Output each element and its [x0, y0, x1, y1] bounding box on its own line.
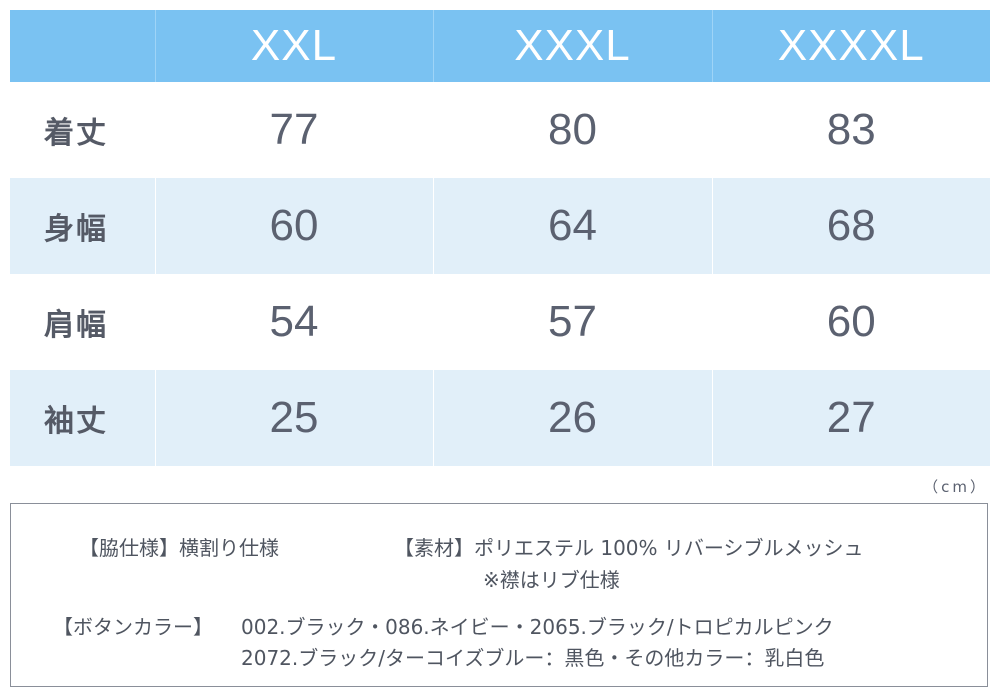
- table-row-shoulder: 肩幅 54 57 60: [10, 274, 990, 370]
- header-corner-cell: [10, 10, 155, 82]
- button-color-line-1: 002.ブラック・086.ネイビー・2065.ブラック/トロピカルピンク: [241, 615, 834, 639]
- table-cell: 26: [432, 370, 712, 466]
- side-spec: 【脇仕様】横割り仕様: [79, 536, 279, 560]
- table-cell: 57: [432, 274, 712, 370]
- table-cell: 77: [154, 82, 433, 178]
- table-cell: 54: [154, 274, 433, 370]
- spec-box: 【脇仕様】横割り仕様 【素材】ポリエステル 100% リバーシブルメッシュ ※襟…: [10, 503, 988, 687]
- table-cell: 60: [711, 274, 990, 370]
- table-cell: 27: [711, 370, 990, 466]
- size-header-xxxl: XXXL: [432, 10, 712, 82]
- table-cell: 68: [711, 178, 990, 274]
- row-label: 身幅: [10, 178, 155, 274]
- unit-label: （cm）: [923, 478, 988, 496]
- button-color-line-2: 2072.ブラック/ターコイズブルー：黒色・その他カラー：乳白色: [241, 646, 825, 670]
- table-cell: 80: [432, 82, 712, 178]
- row-label: 着丈: [44, 116, 108, 151]
- table-cell: 83: [711, 82, 990, 178]
- table-cell: 25: [154, 370, 433, 466]
- button-color-label: 【ボタンカラー】: [53, 615, 213, 639]
- table-cell: 64: [432, 178, 712, 274]
- table-row-sleeve: 袖丈 25 26 27: [10, 370, 990, 466]
- material-spec: 【素材】ポリエステル 100% リバーシブルメッシュ: [394, 536, 864, 560]
- size-header-xxl: XXL: [154, 10, 433, 82]
- row-label: 肩幅: [44, 308, 108, 343]
- material-note: ※襟はリブ仕様: [483, 568, 620, 592]
- table-row-length: 着丈 77 80 83: [10, 82, 990, 178]
- row-label: 袖丈: [10, 370, 155, 466]
- size-header-xxxxl: XXXXL: [711, 10, 990, 82]
- table-cell: 60: [154, 178, 433, 274]
- size-header-row: XXL XXXL XXXXL: [10, 10, 990, 82]
- table-row-width: 身幅 60 64 68: [10, 178, 990, 274]
- size-table: XXL XXXL XXXXL 着丈 77 80 83 身幅 60 64 68 肩…: [10, 10, 990, 466]
